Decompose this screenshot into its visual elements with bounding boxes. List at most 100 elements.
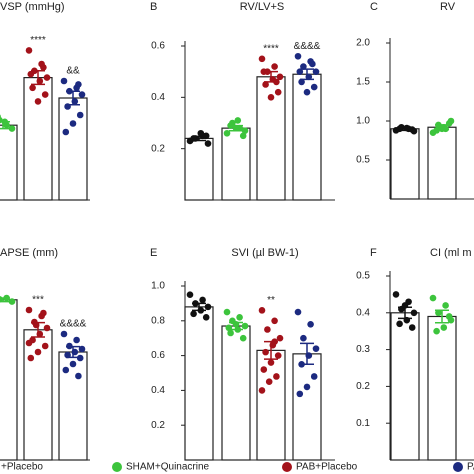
bar [184,137,214,201]
bar [184,306,214,461]
data-point [202,314,210,321]
data-point [408,126,416,133]
data-point [29,84,36,92]
data-point [396,125,403,133]
legend-label: +Placebo [1,462,43,473]
data-point [204,303,212,311]
data-point [36,330,44,338]
data-point [69,120,77,127]
data-point [296,390,304,398]
chart-title: RV [440,1,456,13]
data-point [186,291,194,299]
chart-title: APSE (mm) [0,247,58,259]
data-point [260,366,268,373]
data-point [223,308,231,316]
annotation: ** [267,295,275,306]
legend-label: PAB [467,462,474,473]
annotation: &&&& [60,319,87,330]
data-point [274,88,282,96]
data-point [276,334,284,342]
data-point [204,140,212,147]
data-point [300,63,307,70]
legend-marker [112,462,122,472]
chart-title: CI (ml m [430,247,472,259]
y-tick-label: 1.0 [151,281,165,292]
data-point [76,111,84,119]
data-point [69,360,77,368]
data-point [223,129,231,137]
data-point [273,373,280,380]
data-point [303,383,311,391]
data-point [241,322,249,330]
data-point [445,313,453,320]
data-point [64,351,71,359]
data-point [298,361,305,368]
data-point [239,334,247,342]
data-point [410,309,418,317]
legend-marker [453,462,463,472]
data-point [64,103,71,110]
data-point [307,320,314,328]
data-point [25,339,33,347]
y-tick-label: 0.2 [151,143,165,154]
bar [23,76,53,201]
legend-marker [282,462,292,472]
data-point [71,98,79,105]
data-point [294,52,302,60]
data-point [236,314,243,321]
data-point [310,83,318,91]
data-point [232,124,240,132]
data-point [199,296,206,304]
data-point [232,320,240,328]
data-point [260,68,268,75]
data-point [258,387,266,394]
data-point [262,348,269,356]
data-point [40,309,47,317]
bar [427,126,457,200]
y-tick-label: 0.8 [151,315,165,326]
y-tick-label: 0.4 [151,385,165,396]
annotation: *** [32,295,44,306]
data-point [276,73,284,81]
y-tick-label: 2.0 [356,38,370,49]
data-point [298,78,305,86]
data-point [433,327,440,335]
data-point [271,338,278,345]
data-point [66,87,73,95]
data-point [401,302,409,309]
data-point [438,125,446,133]
legend-label: PAB+Placebo [296,462,358,473]
data-point [75,81,82,88]
data-point [78,345,86,353]
data-point [25,47,33,54]
y-tick-label: 0.3 [356,344,370,355]
y-tick-label: 0.1 [356,418,370,429]
data-point [258,55,266,63]
data-point [8,298,16,305]
y-tick-label: 0.4 [356,307,370,318]
data-point [66,342,73,350]
y-tick-label: 0.5 [356,155,370,166]
chart-title: VSP (mmHg) [0,1,65,13]
data-point [305,352,313,359]
data-point [60,77,68,85]
y-tick-label: 0.6 [151,350,165,361]
data-point [60,330,68,338]
data-point [227,122,234,129]
data-point [40,64,47,71]
data-point [403,316,411,324]
data-point [273,78,280,86]
data-point [392,291,400,298]
data-point [312,68,320,75]
chart-title: RV/LV+S [240,1,285,13]
data-point [8,125,16,132]
data-point [234,117,242,124]
data-point [271,317,278,325]
data-point [0,295,3,303]
data-point [190,135,197,142]
bar [427,315,457,461]
data-point [294,308,302,316]
data-point [264,326,271,333]
data-point [396,320,403,328]
